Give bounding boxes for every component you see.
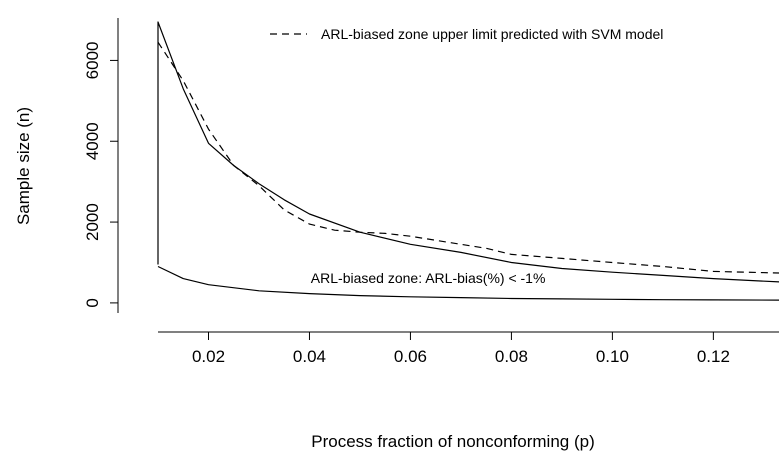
y-ticks: 0 2000 4000 6000 [83,41,118,308]
x-ticks: 0.02 0.04 0.06 0.08 0.10 0.12 [192,332,730,366]
y-tick-label: 4000 [83,122,102,160]
series-line-dashed [157,41,779,274]
series-line-solid [157,265,779,301]
y-tick-label: 0 [83,298,102,307]
x-tick-label: 0.08 [495,347,528,366]
legend: ARL-biased zone upper limit predicted wi… [270,26,663,42]
x-tick-label: 0.06 [394,347,427,366]
legend-label: ARL-biased zone upper limit predicted wi… [321,26,663,42]
x-tick-label: 0.04 [293,347,326,366]
zone-annotation: ARL-biased zone: ARL-bias(%) < -1% [311,270,546,286]
series-layer [157,21,779,301]
axes [117,18,779,333]
x-tick-label: 0.02 [192,347,225,366]
series-line-solid [157,21,779,283]
x-tick-label: 0.12 [697,347,730,366]
x-tick-label: 0.10 [596,347,629,366]
y-axis-label: Sample size (n) [14,107,33,225]
x-axis-label: Process fraction of nonconforming (p) [311,432,594,451]
y-tick-label: 2000 [83,203,102,241]
y-tick-label: 6000 [83,41,102,79]
